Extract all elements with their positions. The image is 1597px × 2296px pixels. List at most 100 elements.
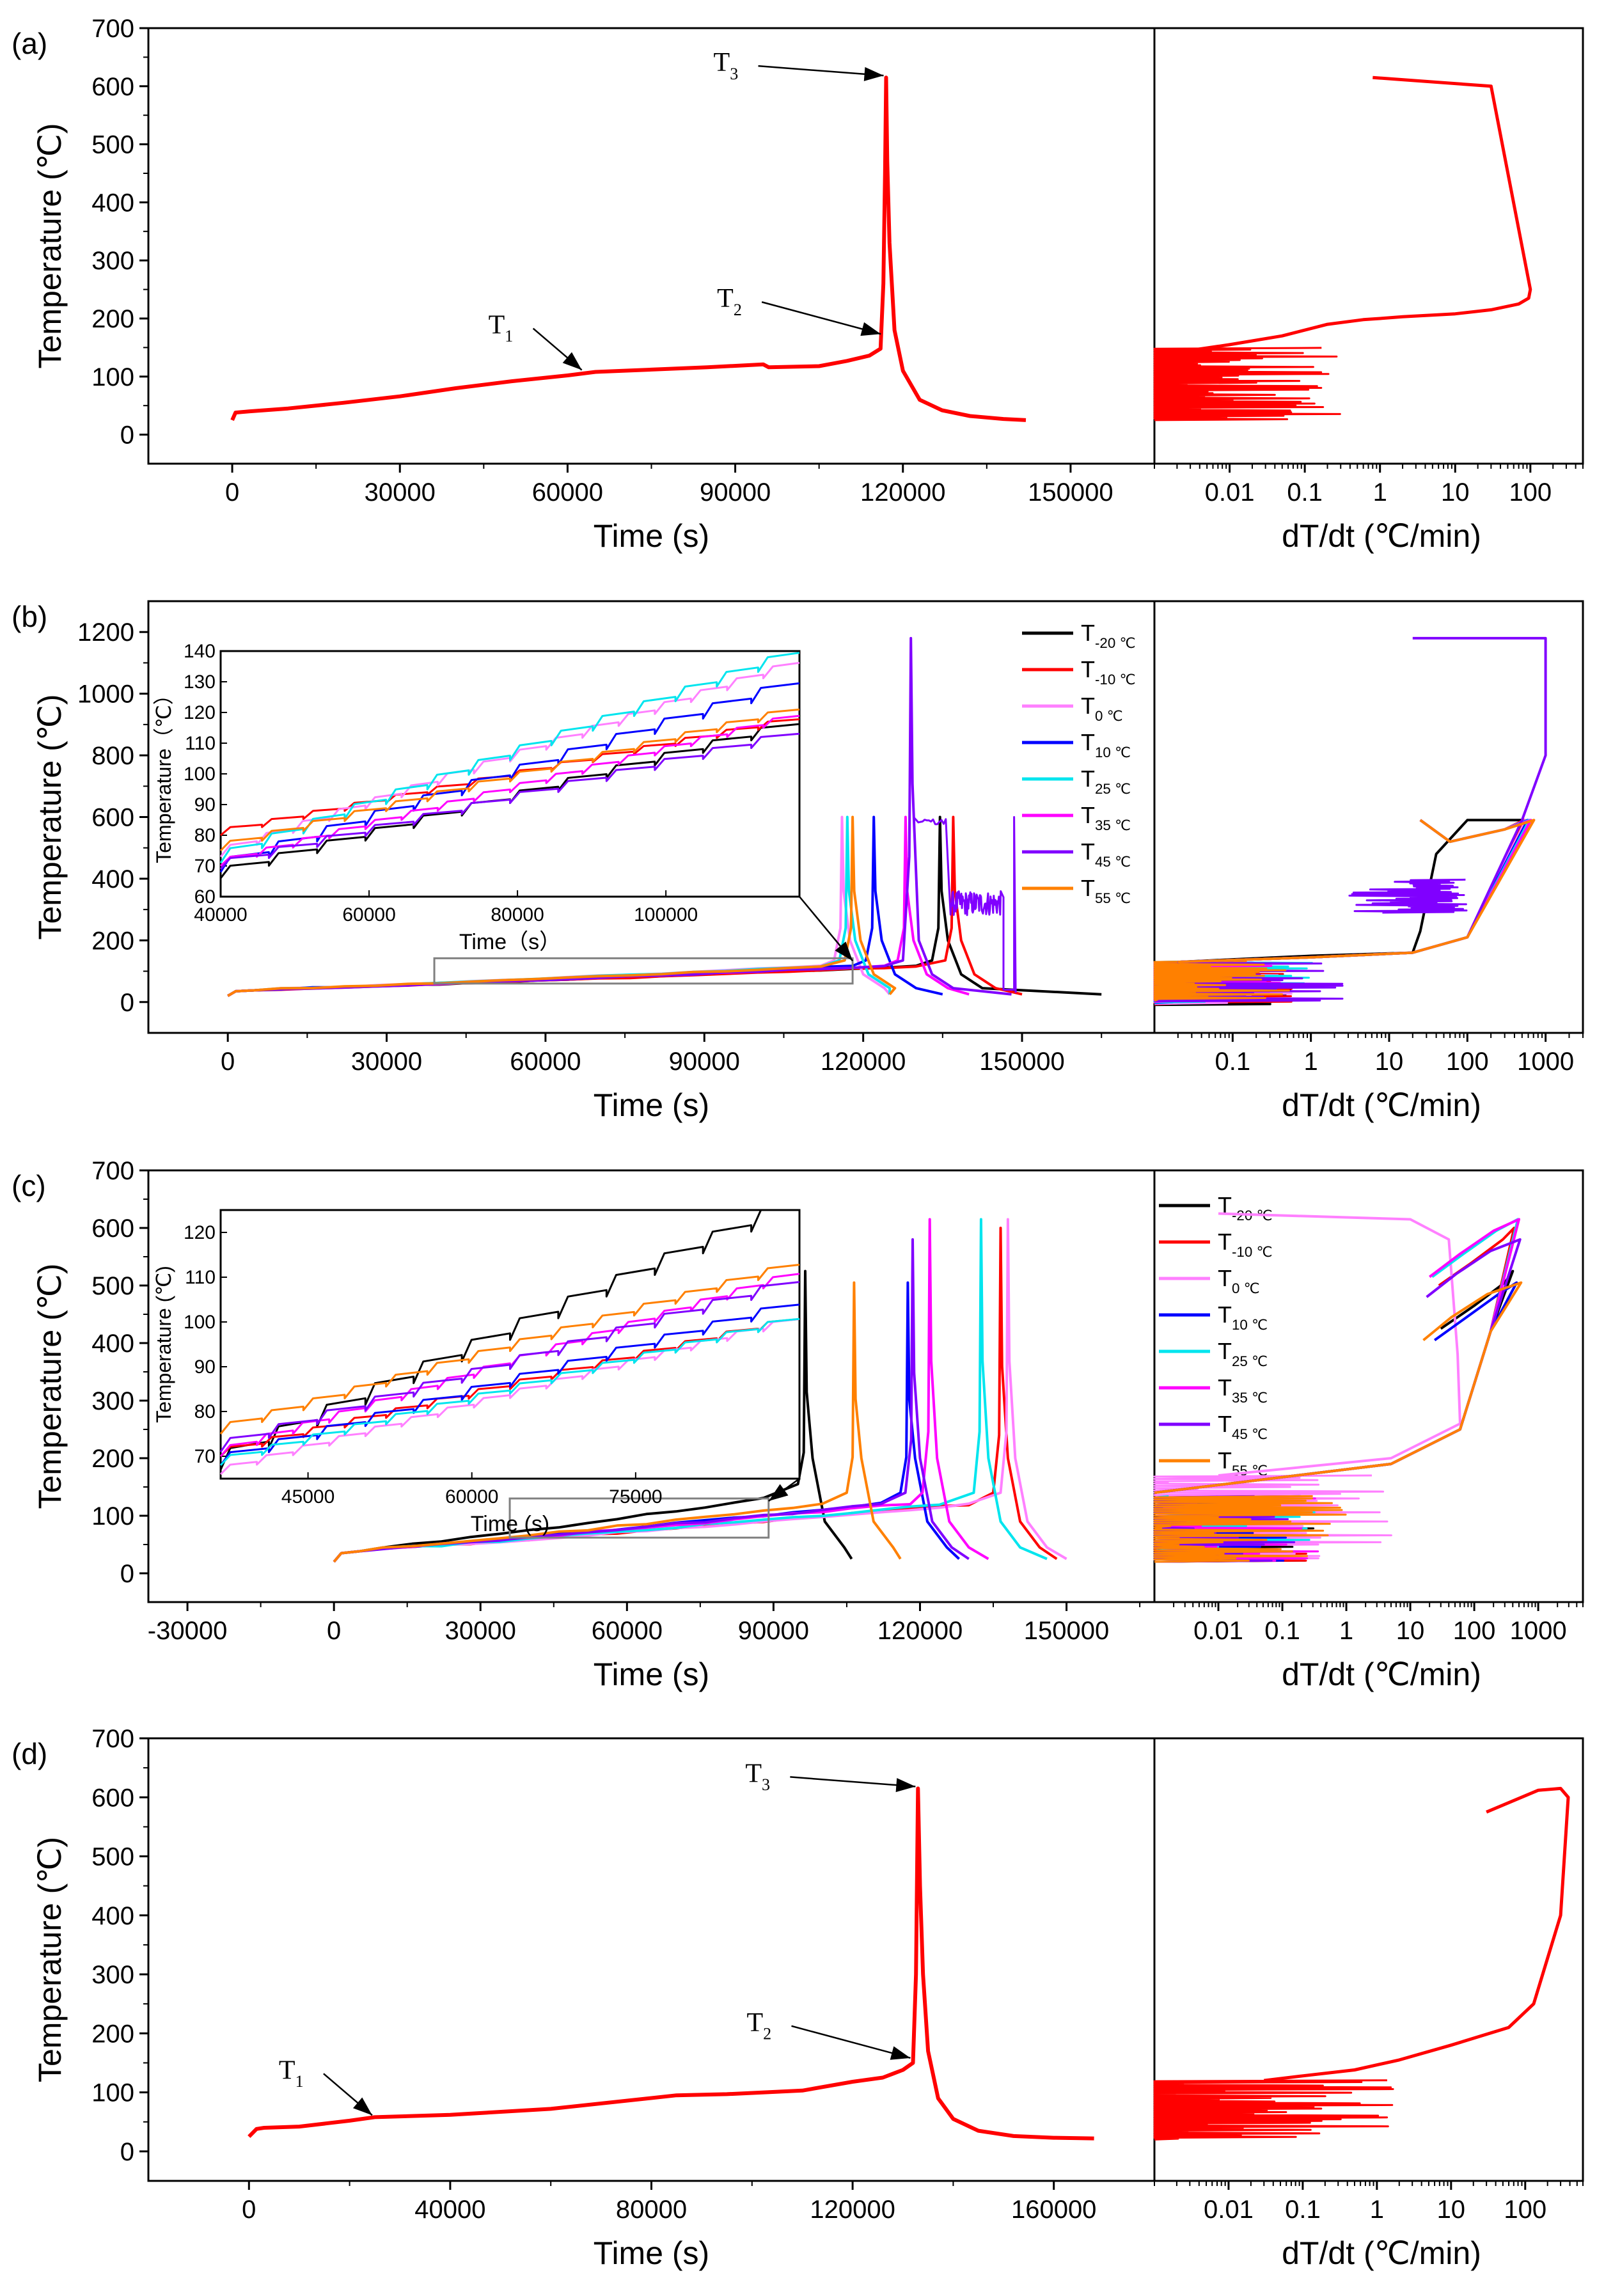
inset-x-tick-label: 45000 (281, 1486, 334, 1507)
legend-label-T10: T10 ℃ (1081, 729, 1131, 760)
panel-label: (b) (12, 600, 47, 633)
y-tick-label: 500 (91, 131, 134, 159)
inset-x-axis-label: Time (s) (471, 1512, 549, 1536)
x-tick-label: 100 (1509, 478, 1552, 507)
y-tick-label: 200 (91, 1445, 134, 1473)
inset-y-axis-label: Temperature（℃） (152, 684, 175, 863)
annotation-arrow-head (562, 352, 582, 370)
rate-x-axis-label: dT/dt (℃/min) (1282, 518, 1481, 554)
panel-a: 0 30000 60000 90000 120000 150000 0 100 200 300 40… (12, 15, 1584, 554)
inset-frame (219, 1209, 801, 1480)
inset-y-tick-label: 70 (194, 856, 216, 877)
inset-y-tick-label: 120 (184, 1222, 216, 1243)
x-axis-label: Time (s) (594, 518, 709, 554)
inset-y-tick-label: 60 (194, 886, 216, 908)
y-tick-label: 600 (91, 73, 134, 101)
inset-y-tick-label: 90 (194, 1356, 216, 1378)
legend-label-T35: T35 ℃ (1081, 802, 1131, 833)
y-tick-label: 500 (91, 1843, 134, 1871)
y-tick-label: 700 (91, 1157, 134, 1185)
annotation-arrow-head (895, 1778, 916, 1793)
x-tick-label: 0.1 (1215, 1048, 1251, 1076)
annotation-arrow-shaft (761, 301, 881, 335)
legend-label-T10: T10 ℃ (1218, 1301, 1268, 1333)
annotation-T3: T3 (714, 48, 739, 83)
inset-frame (219, 650, 801, 898)
panel-label: (a) (12, 27, 47, 60)
rate-x-axis-label: dT/dt (℃/min) (1282, 1087, 1481, 1123)
inset-curve-T45 (219, 732, 800, 870)
x-tick-label: 0.1 (1264, 1617, 1300, 1645)
x-tick-label: 120000 (821, 1048, 906, 1076)
panel-label: (c) (12, 1169, 46, 1202)
inset-y-tick-label: 90 (194, 794, 216, 815)
inset-y-tick-label: 120 (184, 702, 216, 723)
curve-T55 (227, 815, 897, 997)
annotation-T1: T1 (489, 311, 514, 346)
curve-T45-plateau (913, 816, 1017, 993)
annotation-T3: T3 (745, 1759, 770, 1794)
panel-c: -30000 0 30000 60000 90000 120000 150000 0 100 20… (12, 1157, 1584, 1692)
x-tick-label: 100 (1504, 2196, 1546, 2224)
annotation-arrow-shaft (791, 2025, 911, 2059)
legend-label-T0: T0 ℃ (1081, 693, 1123, 724)
x-tick-label: 100 (1453, 1617, 1496, 1645)
y-tick-label: 400 (91, 189, 134, 217)
y-tick-label: 1200 (77, 618, 134, 647)
annotation-arrow-head (860, 322, 881, 336)
inset-x-tick-label: 100000 (634, 904, 698, 925)
inset-pointer-head (835, 941, 853, 961)
x-tick-label: 30000 (365, 478, 436, 507)
inset-y-tick-label: 110 (185, 733, 216, 754)
y-tick-label: 600 (91, 1784, 134, 1812)
x-tick-label: 10 (1441, 478, 1470, 507)
y-axis-label: Temperature (℃) (32, 1837, 68, 2082)
x-tick-label: 10 (1375, 1048, 1404, 1076)
annotation-arrow-shaft (790, 1776, 916, 1788)
zoom-box (508, 1497, 770, 1539)
inset-y-tick-label: 80 (194, 1401, 216, 1422)
legend-label-T35: T35 ℃ (1218, 1374, 1268, 1406)
inset-y-tick-label: 130 (184, 672, 216, 693)
x-tick-label: 30000 (445, 1617, 516, 1645)
y-tick-label: 400 (91, 1330, 134, 1358)
inset: 45000 60000 75000 70 80 90 100 110 120 Time (s) Te… (152, 1209, 801, 1536)
rate-plot-frame (1153, 1737, 1584, 2182)
y-tick-label: 700 (91, 15, 134, 43)
inset-y-tick-label: 140 (184, 641, 216, 662)
x-tick-label: 0.01 (1193, 1617, 1243, 1645)
inset-curve-T-20 (219, 1209, 799, 1470)
legend-label-T-20: T-20 ℃ (1081, 620, 1136, 651)
x-tick-label: 90000 (700, 478, 771, 507)
legend-label-T-10: T-10 ℃ (1218, 1229, 1273, 1260)
x-tick-label: 0.01 (1205, 478, 1255, 507)
x-tick-label: 150000 (1028, 478, 1113, 507)
inset-y-tick-label: 100 (184, 764, 216, 785)
y-tick-label: 700 (91, 1725, 134, 1753)
y-axis-label: Temperature (℃) (32, 1263, 68, 1509)
inset-curve-T45 (219, 1281, 800, 1452)
annotation-T2: T2 (717, 284, 742, 319)
y-tick-label: 0 (120, 989, 134, 1017)
x-tick-label: 120000 (860, 478, 945, 507)
annotation-T1: T1 (279, 2056, 304, 2091)
inset-curve-T10 (219, 1303, 800, 1466)
x-tick-label: 0 (221, 1048, 235, 1076)
rate-curve-T0 (1218, 1212, 1461, 1477)
rate-noise-band (1153, 347, 1341, 421)
x-tick-label: 40000 (414, 2196, 485, 2224)
rate-x-axis-label: dT/dt (℃/min) (1282, 1656, 1481, 1692)
inset-y-tick-label: 70 (194, 1446, 216, 1467)
y-tick-label: 0 (120, 1560, 134, 1588)
x-tick-label: 1 (1370, 2196, 1384, 2224)
x-axis-label: Time (s) (594, 1656, 709, 1692)
rate-noise-T55 (1153, 960, 1290, 1002)
y-tick-label: 100 (91, 2079, 134, 2107)
rate-noise-T55 (1153, 1495, 1347, 1563)
rate-curve-T-20 (1177, 819, 1522, 964)
curve-T25 (333, 1218, 1048, 1563)
y-tick-label: 100 (91, 1502, 134, 1530)
rate-plot-frame (1153, 1169, 1584, 1603)
rate-series-line (1264, 1786, 1570, 2082)
